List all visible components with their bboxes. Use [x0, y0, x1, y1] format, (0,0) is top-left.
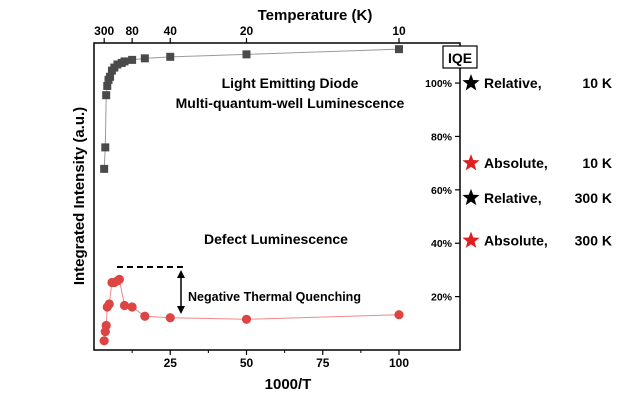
data-point-defect	[104, 299, 114, 309]
data-point-led	[113, 60, 122, 69]
top-tick-label: 300	[94, 24, 114, 38]
x-tick-label: 50	[240, 356, 254, 370]
iqe-marker-temp: 10 K	[582, 75, 612, 91]
data-point-led	[106, 72, 115, 81]
data-point-defect	[101, 320, 111, 331]
data-point-led	[102, 91, 111, 100]
iqe-star-icon	[462, 154, 480, 171]
iqe-star-icon	[462, 188, 480, 206]
iqe-marker-label: Absolute,	[484, 233, 548, 249]
data-point-led	[128, 55, 137, 64]
data-point-led	[140, 54, 149, 63]
data-point-defect	[127, 302, 137, 312]
annotation-ntq: Negative Thermal Quenching	[188, 290, 361, 304]
plot-frame	[93, 42, 461, 351]
ntq-arrowhead-down	[177, 306, 185, 314]
data-point-defect	[140, 311, 150, 321]
data-point-defect	[165, 313, 175, 323]
data-point-led	[242, 50, 251, 59]
data-point-defect	[394, 310, 404, 320]
data-point-led	[395, 45, 403, 54]
data-point-led	[120, 57, 129, 66]
right-tick-label: 60%	[431, 185, 453, 197]
iqe-label: IQE	[448, 50, 472, 66]
annotation-mqw: Multi-quantum-well Luminescence	[176, 95, 405, 111]
x-tick-label: 100	[389, 356, 409, 370]
right-tick-label: 40%	[431, 238, 453, 250]
right-tick-label: 20%	[431, 292, 453, 304]
x-tick-label: 25	[164, 356, 178, 370]
series-line-2	[103, 278, 400, 341]
top-axis-title: Temperature (K)	[258, 7, 373, 24]
iqe-marker-label: Relative,	[484, 190, 542, 206]
x-axis-title: 1000/T	[265, 376, 312, 393]
top-tick-label: 80	[125, 24, 139, 38]
iqe-marker-label: Absolute,	[484, 155, 548, 171]
right-tick-label: 100%	[425, 78, 453, 90]
data-point-led	[101, 143, 110, 152]
top-tick-label: 10	[392, 24, 406, 38]
data-point-defect	[99, 336, 109, 346]
data-point-defect	[119, 300, 130, 311]
iqe-marker-temp: 10 K	[582, 155, 612, 171]
data-point-led	[103, 81, 112, 90]
iqe-marker-temp: 300 K	[575, 233, 612, 249]
annotation-led: Light Emitting Diode	[222, 75, 359, 91]
top-tick-label: 40	[164, 24, 178, 38]
iqe-marker-temp: 300 K	[575, 190, 612, 206]
y-axis-title: Integrated Intensity (a.u.)	[71, 107, 88, 285]
iqe-label-box	[442, 45, 478, 69]
data-point-defect	[241, 314, 252, 324]
data-point-led	[166, 52, 175, 61]
data-point-led	[100, 164, 109, 173]
x-tick-label: 75	[316, 356, 330, 370]
iqe-marker-label: Relative,	[484, 75, 542, 91]
iqe-star-icon	[462, 74, 480, 91]
right-tick-label: 80%	[431, 131, 453, 143]
data-point-defect	[114, 274, 125, 284]
annotation-defect: Defect Luminescence	[204, 231, 348, 247]
ntq-arrowhead-up	[177, 270, 185, 278]
top-tick-label: 20	[240, 24, 254, 38]
iqe-star-icon	[462, 231, 480, 248]
